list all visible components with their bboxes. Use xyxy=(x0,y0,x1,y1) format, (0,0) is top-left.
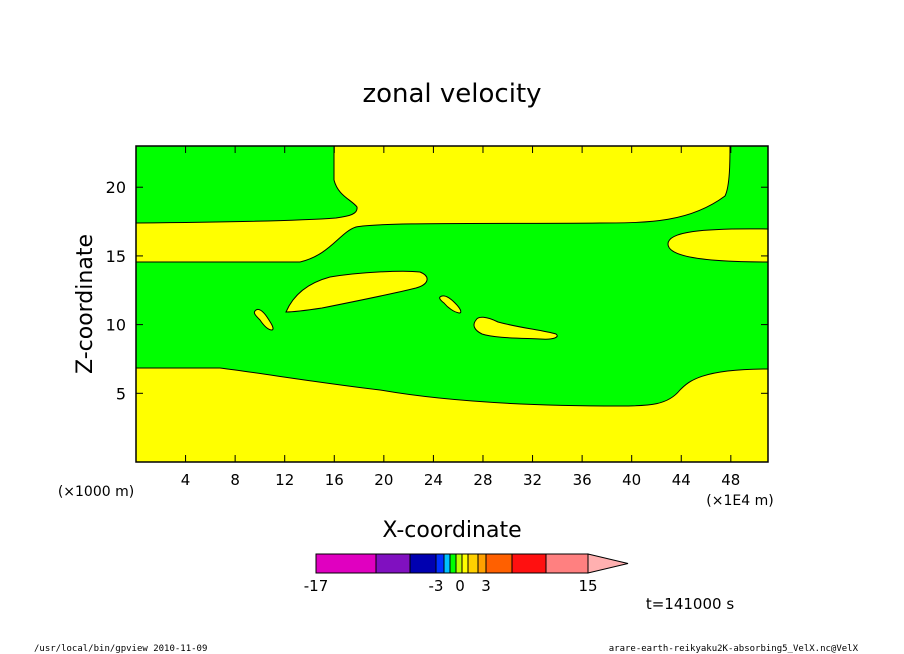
colorbar-segment xyxy=(477,553,487,574)
time-label: t=141000 s xyxy=(646,595,734,613)
y-tick-label: 20 xyxy=(106,178,126,197)
contour-region-top-left xyxy=(135,145,358,224)
x-unit-right: (×1E4 m) xyxy=(706,493,773,509)
x-tick-label: 16 xyxy=(325,471,344,489)
colorbar-label: -3 xyxy=(429,577,444,595)
colorbar-segment xyxy=(461,553,469,574)
colorbar-segment xyxy=(545,553,589,574)
colorbar: -17 -3 0 3 15 xyxy=(304,553,629,595)
plot-frame xyxy=(135,145,769,463)
footer-right: arare-earth-reikyaku2K-absorbing5_VelX.n… xyxy=(609,644,859,654)
colorbar-segment xyxy=(485,553,513,574)
chart-title: zonal velocity xyxy=(362,79,541,109)
x-tick-label: 4 xyxy=(181,471,191,489)
x-tick-label: 48 xyxy=(721,471,740,489)
y-ticks: 5 10 15 20 xyxy=(106,178,768,403)
colorbar-segment xyxy=(435,553,445,574)
colorbar-segment xyxy=(455,553,463,574)
y-tick-label: 5 xyxy=(116,384,126,403)
x-tick-label: 32 xyxy=(523,471,542,489)
colorbar-segment xyxy=(375,553,411,574)
colorbar-label: 15 xyxy=(578,577,597,595)
colorbar-arrow xyxy=(587,553,629,574)
x-axis-label: X-coordinate xyxy=(382,518,521,543)
footer-left: /usr/local/bin/gpview 2010-11-09 xyxy=(34,644,207,654)
x-tick-label: 20 xyxy=(374,471,393,489)
x-ticks: 4 8 12 16 20 24 28 32 36 40 44 48 xyxy=(181,146,740,489)
y-axis-label: Z-coordinate xyxy=(73,234,98,374)
contour-region-main xyxy=(135,145,769,407)
colorbar-label: 0 xyxy=(455,577,465,595)
colorbar-label: -17 xyxy=(304,577,329,595)
contour-blob-4 xyxy=(473,316,558,340)
colorbar-segment xyxy=(443,553,451,574)
colorbar-segment xyxy=(449,553,457,574)
x-tick-label: 40 xyxy=(622,471,641,489)
colorbar-label: 3 xyxy=(481,577,491,595)
x-tick-label: 24 xyxy=(424,471,443,489)
y-tick-label: 10 xyxy=(106,316,126,335)
x-tick-label: 12 xyxy=(275,471,294,489)
x-tick-label: 28 xyxy=(473,471,492,489)
x-unit-left: (×1000 m) xyxy=(58,484,134,500)
colorbar-segment xyxy=(467,553,479,574)
x-tick-label: 36 xyxy=(573,471,592,489)
y-tick-label: 15 xyxy=(106,247,126,266)
contour-blob-1 xyxy=(285,270,428,313)
x-tick-label: 44 xyxy=(672,471,691,489)
contour-blob-2 xyxy=(253,308,274,331)
x-tick-label: 8 xyxy=(230,471,240,489)
colorbar-segment xyxy=(511,553,547,574)
colorbar-segment xyxy=(409,553,437,574)
contour-blob-3 xyxy=(439,295,462,314)
colorbar-segment xyxy=(315,553,377,574)
